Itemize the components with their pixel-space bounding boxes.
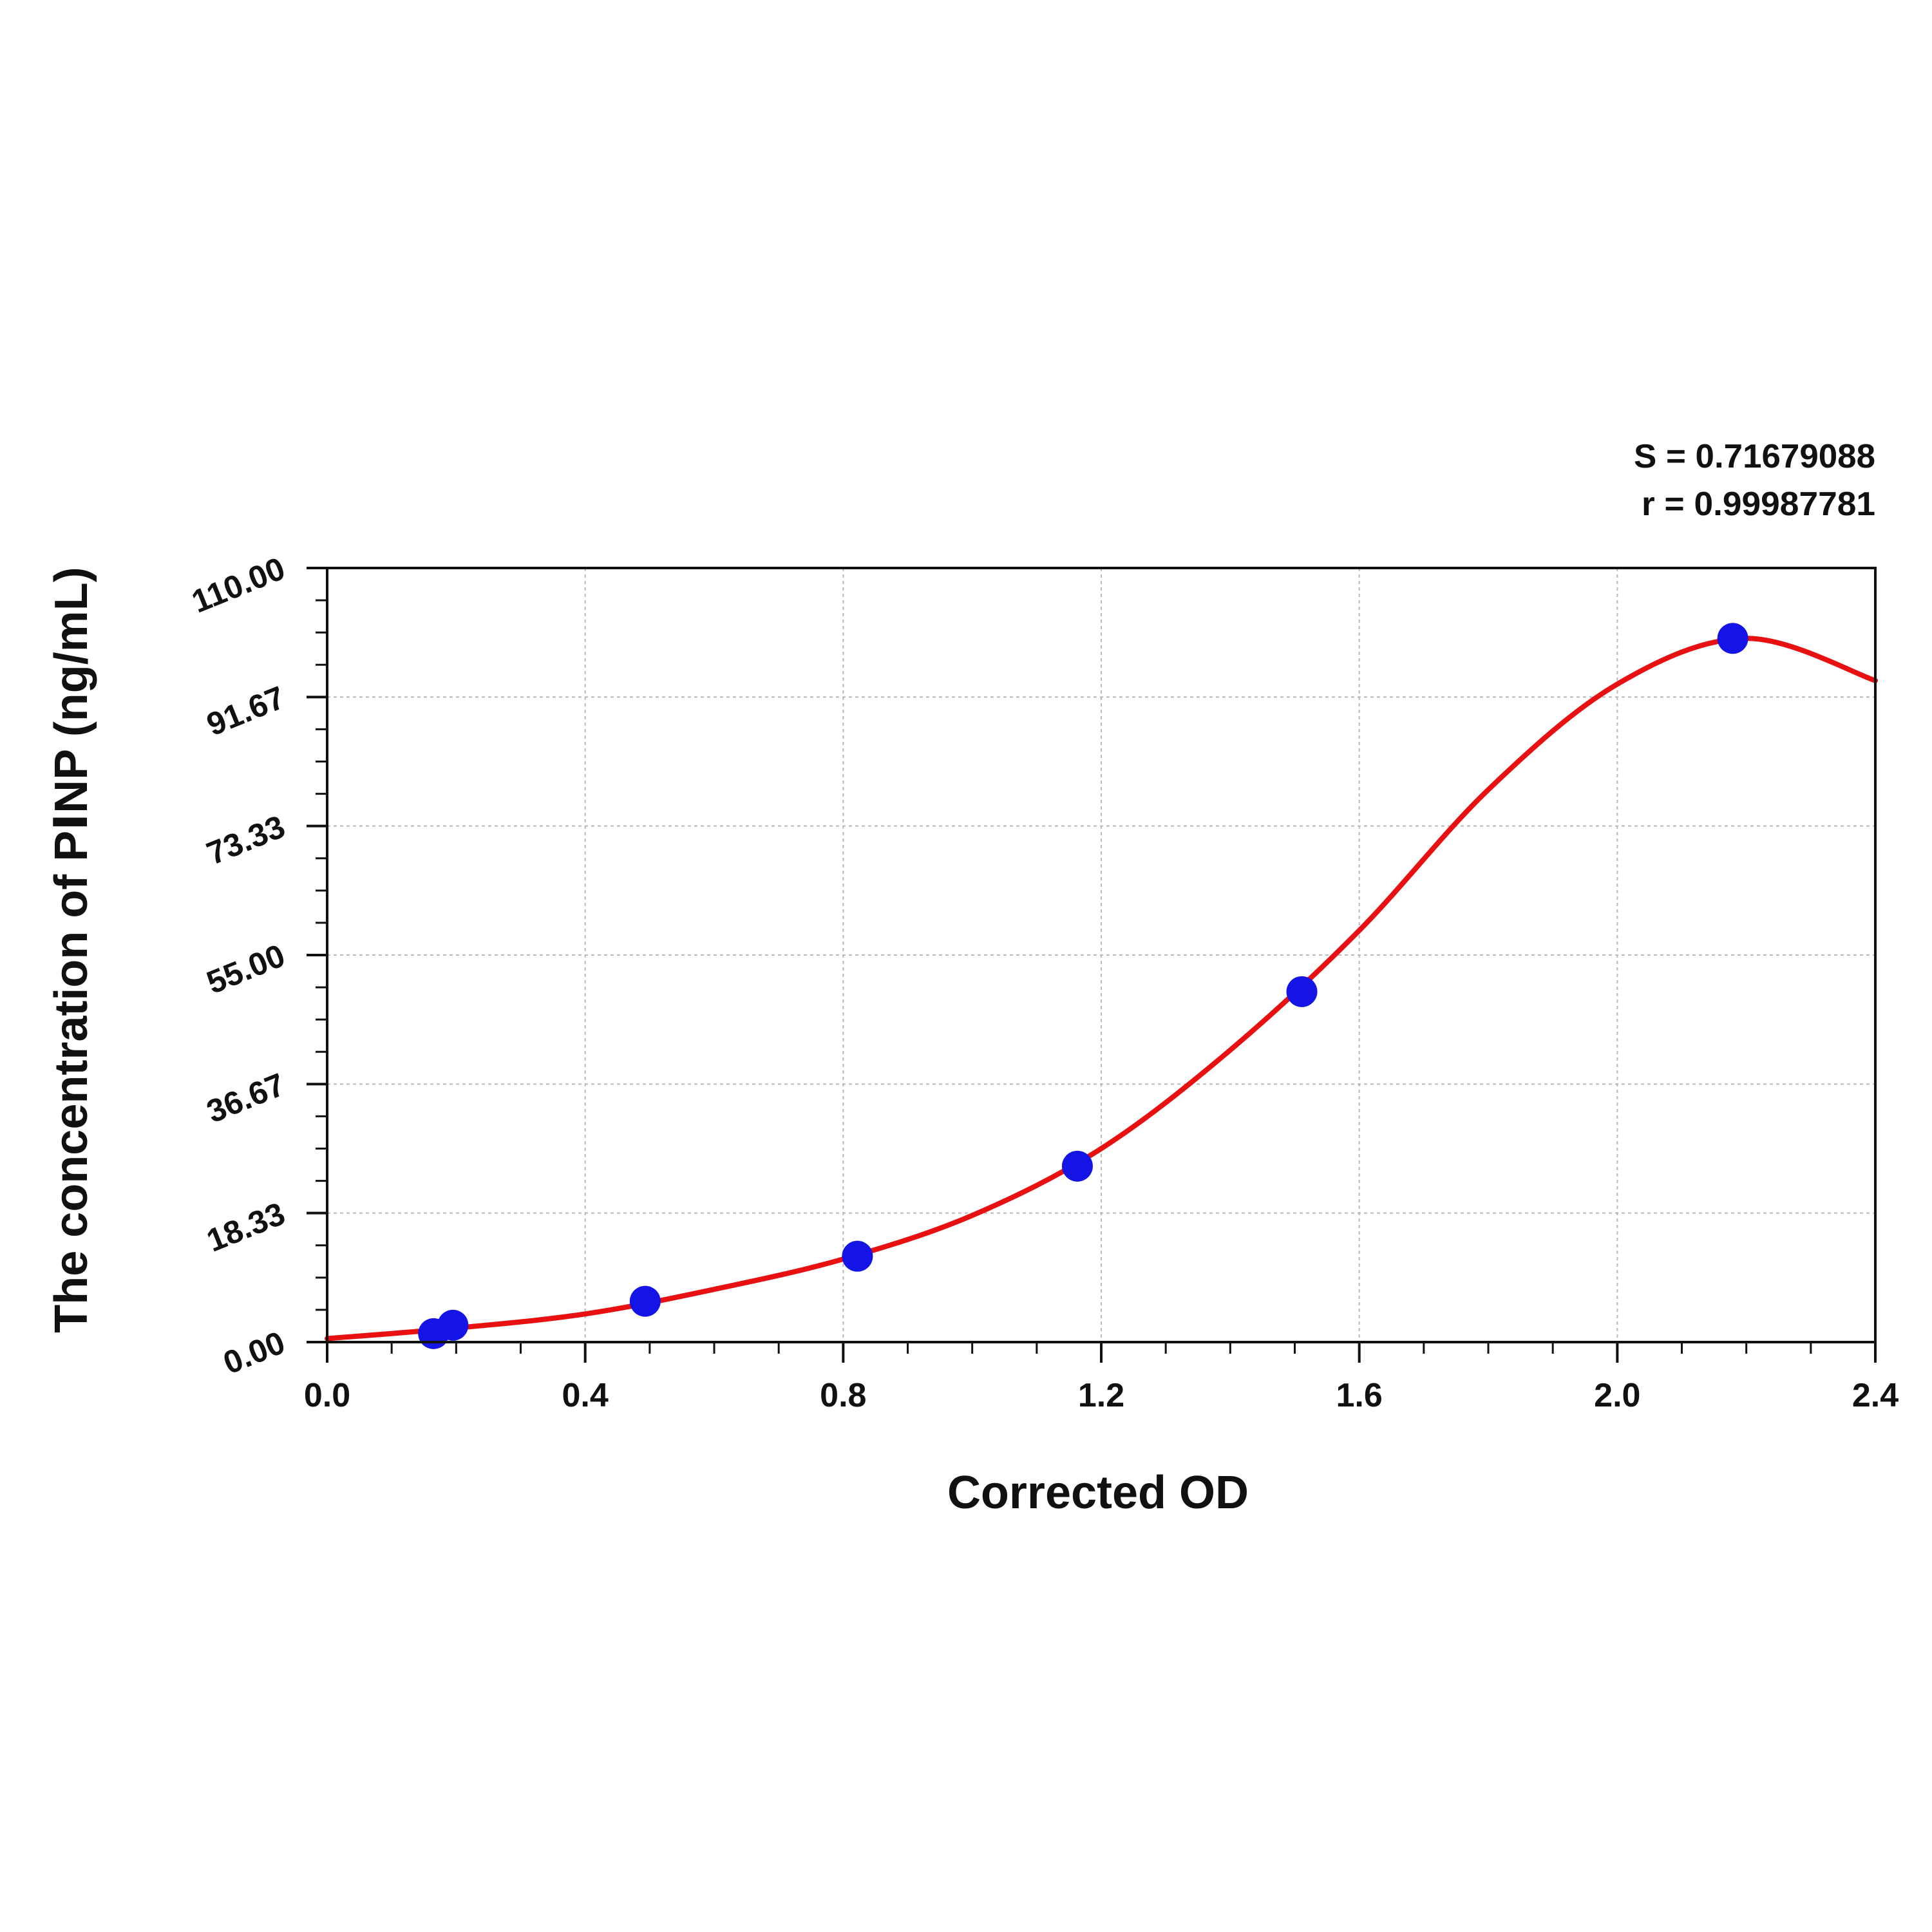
y-tick-label: 18.33 bbox=[202, 1195, 290, 1259]
y-tick-label: 55.00 bbox=[202, 937, 290, 1001]
x-tick-label: 0.4 bbox=[562, 1377, 609, 1414]
major-ticks bbox=[307, 567, 1877, 1363]
data-point bbox=[437, 1309, 469, 1341]
x-axis-title: Corrected OD bbox=[947, 1467, 1249, 1519]
y-tick-label: 73.33 bbox=[202, 808, 290, 872]
data-point bbox=[842, 1240, 873, 1272]
x-tick-label: 0.0 bbox=[304, 1377, 350, 1414]
y-tick-label: 36.67 bbox=[202, 1066, 290, 1130]
data-point bbox=[1061, 1150, 1093, 1182]
fit-curve-line bbox=[325, 636, 1878, 1341]
data-point bbox=[1286, 976, 1318, 1007]
fit-curve-layer bbox=[325, 636, 1878, 1341]
y-tick-label: 110.00 bbox=[187, 550, 290, 620]
plot-frame bbox=[326, 567, 1877, 1343]
x-tick-label: 2.4 bbox=[1852, 1377, 1899, 1414]
data-points-layer bbox=[418, 623, 1748, 1349]
s-statistic: S = 0.71679088 bbox=[1634, 438, 1875, 475]
grid-lines bbox=[327, 568, 1875, 1342]
y-tick-label: 0.00 bbox=[218, 1324, 290, 1381]
data-point bbox=[629, 1285, 661, 1317]
x-tick-label: 0.8 bbox=[820, 1377, 866, 1414]
y-tick-label: 91.67 bbox=[202, 679, 290, 743]
r-statistic: r = 0.99987781 bbox=[1642, 486, 1875, 523]
x-tick-label: 1.6 bbox=[1336, 1377, 1383, 1414]
y-axis-title: The concentration of PⅠNP (ng/mL) bbox=[46, 567, 97, 1332]
y-tick-labels: 0.00 18.33 36.67 55.00 73.33 91.67 110.00 bbox=[187, 550, 290, 1381]
data-point bbox=[1717, 623, 1748, 654]
minor-ticks bbox=[316, 599, 1812, 1354]
x-tick-label: 2.0 bbox=[1594, 1377, 1640, 1414]
x-tick-label: 1.2 bbox=[1078, 1377, 1124, 1414]
x-tick-labels: 0.0 0.4 0.8 1.2 1.6 2.0 2.4 bbox=[304, 1377, 1899, 1414]
